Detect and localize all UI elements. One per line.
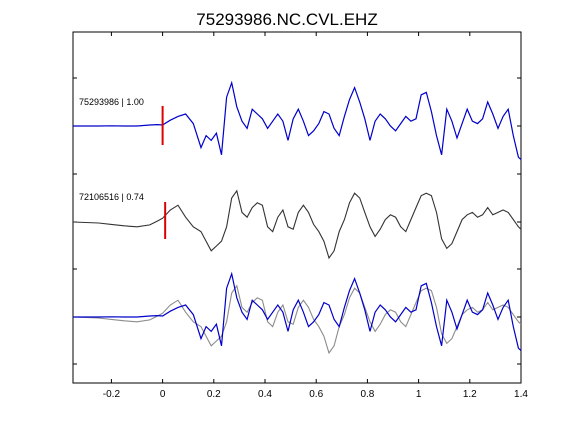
x-tick-label: 0 bbox=[160, 389, 166, 400]
x-tick-label: 0.2 bbox=[207, 389, 221, 400]
x-tick-label: 1 bbox=[416, 389, 422, 400]
chart-title: 75293986.NC.CVL.EHZ bbox=[196, 10, 377, 29]
trace-2-label: 72106516 | 0.74 bbox=[79, 192, 144, 202]
x-axis: -0.2 0 0.2 0.4 0.6 0.8 1 1.2 1.4 bbox=[103, 32, 528, 400]
overlay-trace-1-line bbox=[73, 271, 522, 352]
x-tick-label: -0.2 bbox=[103, 389, 121, 400]
trace-2-line bbox=[72, 189, 522, 260]
x-tick-label: 0.8 bbox=[360, 389, 374, 400]
trace-1-label: 75293986 | 1.00 bbox=[79, 97, 144, 107]
trace-panel: 75293986 | 1.00 72106516 | 0.74 bbox=[72, 80, 522, 355]
x-tick-label: 0.4 bbox=[258, 389, 272, 400]
x-tick-label: 1.4 bbox=[514, 389, 528, 400]
trace-1-line bbox=[73, 80, 522, 161]
x-tick-label: 0.6 bbox=[309, 389, 323, 400]
plot-frame bbox=[72, 31, 522, 384]
x-tick-label: 1.2 bbox=[463, 389, 477, 400]
